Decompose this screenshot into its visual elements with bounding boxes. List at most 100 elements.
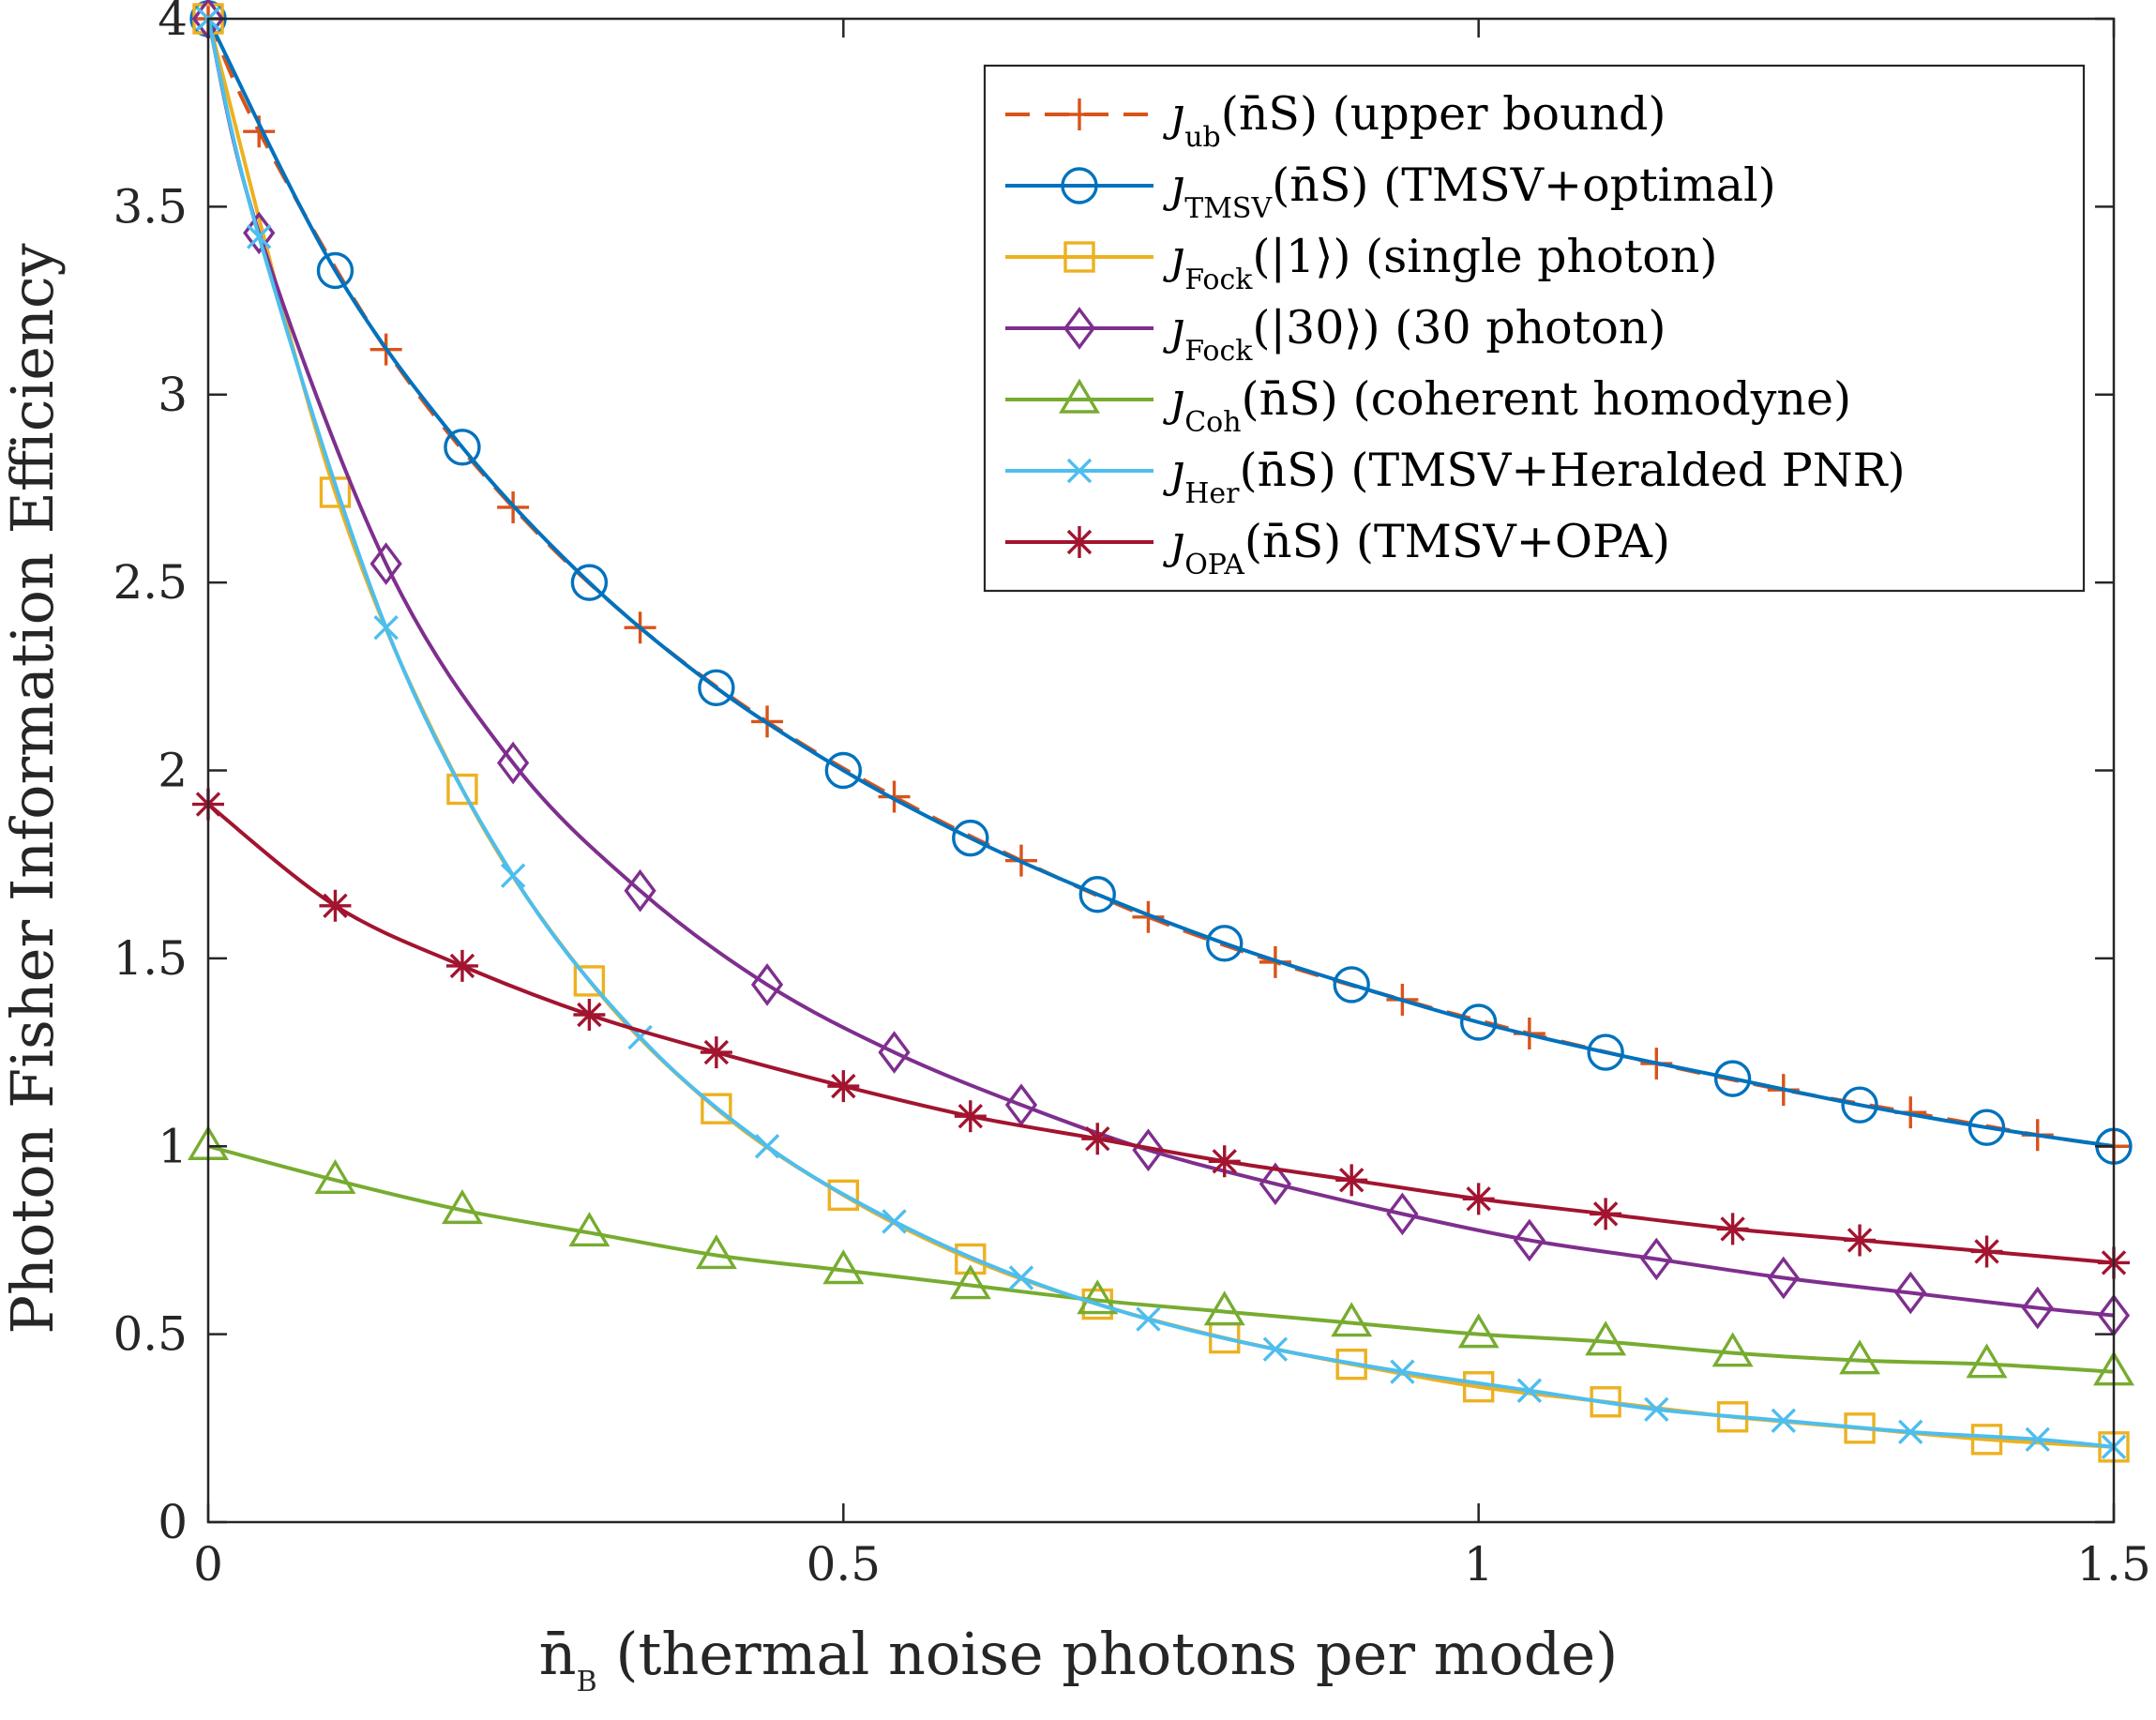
series-her-point <box>882 1209 907 1234</box>
series-opa-point <box>573 998 606 1031</box>
series-fock30-point <box>369 542 402 585</box>
x-axis-label: n̄B (thermal noise photons per mode) <box>539 1620 1619 1698</box>
legend-marker <box>1059 378 1100 414</box>
x-axis-label-text: (thermal noise photons per mode) <box>597 1620 1619 1688</box>
series-fock30-point <box>750 963 784 1006</box>
series-opa-point <box>1208 1145 1241 1178</box>
series-fock30-point <box>624 868 656 913</box>
legend-entry-opa: ȷOPA(n̄S) (TMSV+OPA) <box>1005 515 1670 581</box>
series-opa-point <box>1716 1213 1749 1245</box>
series-fock30-line <box>206 18 2115 1318</box>
series-opa-point <box>319 889 352 922</box>
series-tmsv-point <box>1078 876 1116 913</box>
series-coh-point <box>1331 1302 1373 1337</box>
series-coh-point <box>1585 1320 1627 1356</box>
series-coh <box>188 1124 2134 1386</box>
series-her-point <box>1516 1378 1543 1403</box>
series-tmsv-point <box>698 669 735 707</box>
series-fock30-point <box>878 1031 911 1074</box>
series-ub-point <box>878 780 911 813</box>
legend-label: ȷub(n̄S) (upper bound) <box>1163 87 1666 154</box>
series-tmsv-point <box>1333 966 1370 1003</box>
series-her-point <box>754 1134 780 1159</box>
series-tmsv-point <box>952 819 989 857</box>
series-her <box>195 6 2127 1460</box>
series-tmsv-point <box>444 429 481 466</box>
series-tmsv-point <box>1713 1060 1752 1097</box>
y-tick-label: 2.5 <box>113 555 188 610</box>
series-her-point <box>1008 1265 1034 1290</box>
series-her-point <box>373 615 399 641</box>
series-fock30-point <box>1894 1271 1927 1315</box>
legend-entry-tmsv: ȷTMSV(n̄S) (TMSV+optimal) <box>1005 158 1776 225</box>
series-opa-point <box>1970 1235 2003 1268</box>
series-opa-point <box>1844 1224 1877 1257</box>
series-fock1-point <box>446 773 478 806</box>
y-axis-label: Photon Fisher Information Efficiency <box>0 243 67 1334</box>
series-coh-point <box>314 1158 356 1195</box>
series-coh-point <box>1077 1279 1119 1315</box>
series-coh-point <box>441 1189 483 1225</box>
y-tick-label: 1.5 <box>113 931 188 986</box>
legend-label: ȷOPA(n̄S) (TMSV+OPA) <box>1163 515 1670 581</box>
legend-marker <box>1063 526 1095 558</box>
series-opa-point <box>827 1070 860 1103</box>
series-fock30-point <box>1513 1218 1545 1262</box>
series-opa-point <box>445 949 478 982</box>
y-tick-label: 0 <box>158 1495 188 1549</box>
y-tick-label: 4 <box>158 0 188 46</box>
series-ub-point <box>1132 900 1165 933</box>
series-tmsv-point <box>1206 925 1244 962</box>
series-her-point <box>1390 1359 1415 1384</box>
series-coh-point <box>1711 1332 1754 1367</box>
series-fock30-point <box>1259 1162 1292 1206</box>
y-tick-label: 1 <box>158 1119 188 1173</box>
series-tmsv-line <box>206 18 2115 1149</box>
legend-marker <box>1063 98 1095 130</box>
y-tick-label: 2 <box>158 744 188 798</box>
series-her-point <box>1262 1336 1289 1362</box>
series-fock30-point <box>1386 1192 1419 1236</box>
y-tick-label: 0.5 <box>113 1307 188 1362</box>
series-opa-point <box>954 1100 987 1133</box>
series-layer <box>188 0 2134 1463</box>
series-her-point <box>2025 1426 2050 1453</box>
legend-marker <box>1061 167 1098 204</box>
series-her-point <box>1644 1396 1669 1422</box>
series-her-point <box>1771 1408 1796 1434</box>
x-tick-label: 0.5 <box>807 1537 882 1592</box>
series-fock1-point <box>319 476 352 508</box>
series-fock1-point <box>573 965 606 997</box>
series-fock30-point <box>496 741 530 785</box>
series-her-point <box>1898 1419 1923 1445</box>
legend-entry-ub: ȷub(n̄S) (upper bound) <box>1005 87 1666 154</box>
series-coh-point <box>1203 1290 1245 1326</box>
legend-marker <box>1066 458 1093 484</box>
series-tmsv-point <box>316 251 354 290</box>
legend-marker <box>1063 241 1095 273</box>
series-coh-point <box>949 1264 991 1300</box>
series-coh-point <box>1839 1339 1881 1375</box>
axes-layer: 0 0.5 1 1.5 0 0.5 1 1.5 2 2.5 3 3.5 4 <box>113 0 2150 1592</box>
series-opa-point <box>1590 1198 1622 1230</box>
legend-box <box>983 64 2086 593</box>
series-fock30-point <box>1640 1237 1673 1281</box>
x-tick-label: 1.5 <box>2076 1537 2151 1592</box>
series-tmsv-point <box>1968 1109 2006 1146</box>
series-fock30 <box>191 0 2131 1337</box>
series-opa-point <box>1462 1183 1495 1215</box>
series-tmsv-point <box>1587 1034 1624 1071</box>
x-tick-label: 1 <box>1464 1537 1494 1592</box>
legend-marker <box>1063 307 1096 350</box>
x-axis-label-sub: B <box>577 1666 597 1698</box>
series-tmsv-point <box>824 751 863 790</box>
series-fock1-point <box>701 1093 732 1124</box>
series-fock30-point <box>1004 1083 1038 1127</box>
series-fock30-point <box>1132 1128 1165 1172</box>
y-tick-label: 3 <box>158 368 188 422</box>
series-coh-point <box>822 1249 865 1285</box>
series-coh-point <box>1457 1313 1500 1349</box>
legend-entry-coh: ȷCoh(n̄S) (coherent homodyne) <box>1005 372 1851 439</box>
series-her-point <box>246 224 272 249</box>
